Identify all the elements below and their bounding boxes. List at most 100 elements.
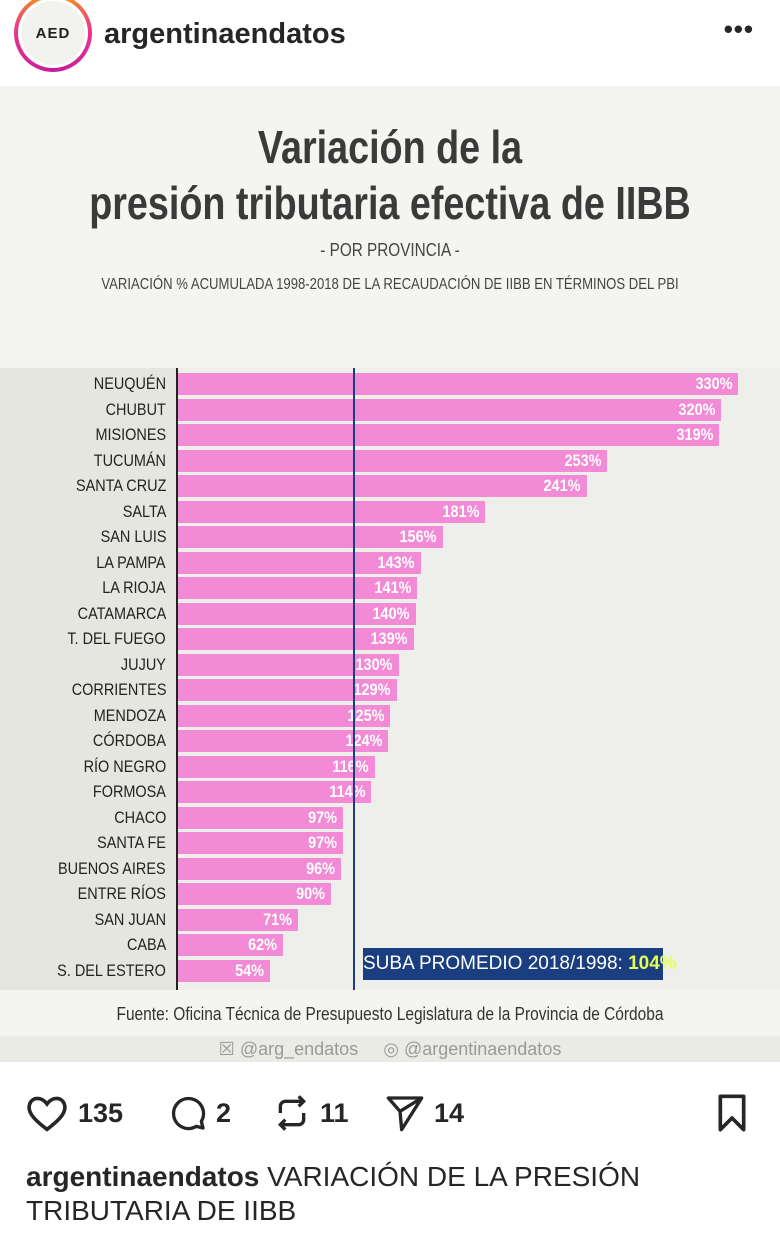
bar: 156% (178, 526, 443, 548)
bookmark-icon[interactable] (714, 1093, 750, 1133)
bar: 96% (178, 857, 341, 880)
action-bar: 135 2 11 14 (0, 1085, 780, 1135)
data-label: 330% (695, 374, 732, 393)
category-label: SAN JUAN (94, 909, 166, 929)
data-label: 116% (332, 756, 369, 776)
data-label: 181% (442, 501, 480, 521)
label-column (0, 368, 178, 990)
category-label: CORRIENTES (71, 680, 166, 699)
category-label: MISIONES (95, 425, 166, 444)
avatar[interactable]: AED (14, 0, 92, 72)
comment-button[interactable]: 2 (168, 1093, 231, 1133)
category-label: LA RIOJA (102, 578, 166, 597)
heart-icon (27, 1096, 67, 1132)
data-label: 140% (372, 603, 410, 623)
data-label: 129% (353, 680, 391, 699)
category-label: ENTRE RÍOS (77, 884, 166, 903)
category-label: CATAMARCA (77, 603, 166, 623)
x-icon: ☒ (218, 1039, 235, 1059)
comment-count: 2 (216, 1097, 232, 1128)
data-label: 97% (307, 807, 337, 827)
category-label: RÍO NEGRO (83, 756, 166, 776)
data-label: 114% (329, 782, 366, 801)
category-label: SAN LUIS (100, 527, 166, 546)
data-label: 319% (676, 425, 714, 444)
data-label: 143% (377, 552, 415, 572)
chart-subtitle: - POR PROVINCIA - (320, 240, 460, 260)
bar: 114% (178, 781, 372, 803)
bar: 124% (178, 730, 389, 752)
category-label: T. DEL FUEGO (67, 629, 166, 648)
average-line (353, 368, 356, 990)
bar: 139% (178, 628, 414, 650)
data-label: 130% (355, 654, 393, 674)
username[interactable]: argentinaendatos (104, 18, 346, 50)
data-label: 54% (234, 960, 264, 980)
data-label: 139% (370, 629, 408, 648)
repost-count: 11 (320, 1097, 349, 1128)
average-label-prefix: SUBA PROMEDIO 2018/1998: (363, 953, 629, 974)
y-axis-line (176, 368, 178, 990)
post-image: Variación de la presión tributaria efect… (0, 86, 780, 1062)
bar: 129% (178, 679, 397, 701)
category-label: CHACO (113, 807, 166, 827)
data-label: 71% (263, 909, 293, 929)
bar: 130% (178, 653, 399, 676)
average-label: SUBA PROMEDIO 2018/1998: 104% (363, 948, 677, 980)
average-label-value: 104% (628, 953, 677, 974)
data-label: 97% (307, 833, 337, 852)
bar: 97% (178, 806, 343, 829)
caption: argentinaendatos VARIACIÓN DE LA PRESIÓN… (26, 1160, 756, 1228)
bar: 71% (178, 908, 299, 931)
bar: 319% (178, 424, 720, 446)
caption-text: VARIACIÓN DE LA PRESIÓN TRIBUTARIA DE II… (26, 1161, 641, 1226)
data-label: 62% (248, 935, 278, 954)
bar: 97% (178, 832, 343, 854)
send-icon (386, 1096, 424, 1132)
bar: 330% (178, 373, 738, 395)
category-label: FORMOSA (92, 782, 166, 801)
category-label: CÓRDOBA (92, 731, 166, 750)
category-label: CABA (126, 935, 166, 954)
category-label: JUJUY (121, 654, 166, 674)
repost-button[interactable]: 11 (272, 1093, 349, 1133)
bar: 125% (178, 704, 391, 727)
chart-title-line1: Variación de la (257, 121, 523, 173)
data-label: 90% (295, 884, 325, 903)
share-count: 14 (434, 1097, 465, 1128)
data-label: 253% (564, 450, 602, 470)
bar: 141% (178, 577, 418, 599)
chart-title-line2: presión tributaria efectiva de IIBB (89, 177, 691, 229)
comment-icon (171, 1096, 206, 1131)
bar: 54% (178, 959, 270, 982)
bar: 62% (178, 934, 284, 956)
data-label: 156% (399, 527, 437, 546)
data-label: 241% (544, 476, 581, 495)
bar: 116% (178, 755, 375, 778)
category-label: MENDOZA (93, 705, 166, 725)
source-note: Fuente: Oficina Técnica de Presupuesto L… (116, 1004, 664, 1024)
category-label: NEUQUÉN (93, 374, 166, 393)
bar: 143% (178, 551, 421, 574)
bar: 140% (178, 602, 416, 625)
instagram-icon: ◎ (383, 1039, 399, 1059)
like-button[interactable]: 135 (24, 1093, 123, 1133)
share-button[interactable]: 14 (384, 1093, 464, 1133)
bar: 253% (178, 449, 608, 472)
data-label: 320% (678, 399, 716, 419)
category-label: SANTA CRUZ (75, 476, 166, 495)
data-label: 124% (345, 731, 383, 750)
like-count: 135 (78, 1097, 124, 1128)
category-label: BUENOS AIRES (58, 858, 166, 878)
bar: 241% (178, 475, 587, 497)
repost-icon (277, 1095, 307, 1131)
category-label: SALTA (122, 501, 166, 521)
more-horizontal-icon[interactable]: ••• (723, 14, 754, 44)
bar: 181% (178, 500, 486, 523)
data-label: 96% (305, 858, 335, 878)
caption-username[interactable]: argentinaendatos (26, 1161, 260, 1192)
data-label: 141% (374, 578, 412, 597)
bar: 320% (178, 398, 722, 421)
bar: 90% (178, 883, 331, 905)
avatar-logo: AED (21, 1, 85, 65)
